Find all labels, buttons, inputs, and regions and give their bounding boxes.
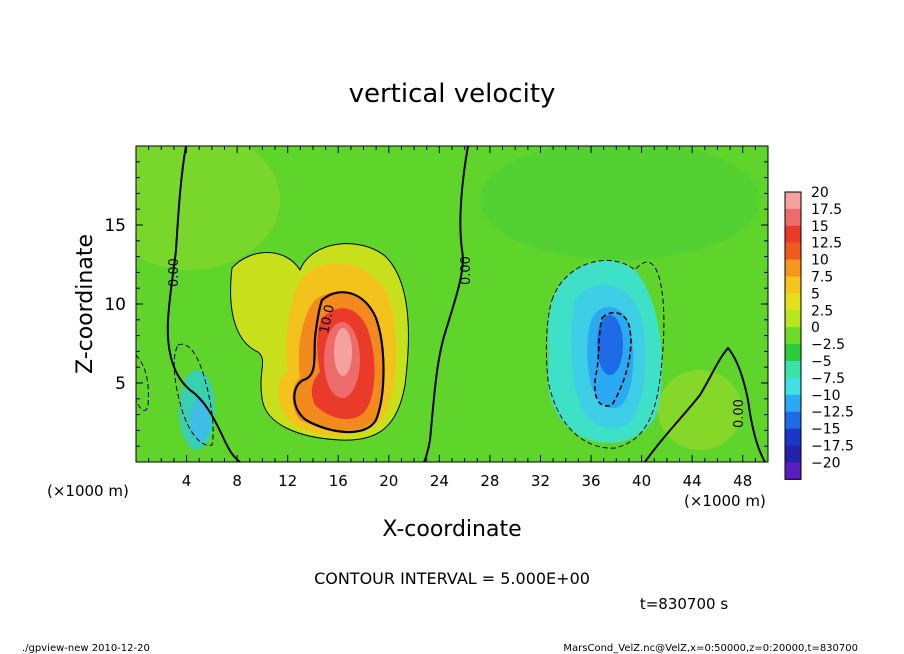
y-tick-label: 15 [104, 216, 126, 236]
x-tick-label: 48 [733, 472, 752, 490]
colorbar-swatch [785, 259, 801, 277]
field-shading-right-top [480, 146, 760, 260]
y-tick-labels: 5 10 15 [104, 216, 126, 394]
colorbar-label: −17.5 [811, 439, 854, 455]
footer-left: ./gpview-new 2010-12-20 [22, 643, 150, 654]
x-tick-label: 12 [278, 472, 297, 490]
zero-contour-right [644, 346, 766, 462]
contour-label-left: 0.00 [167, 258, 182, 287]
x-tick-label: 32 [531, 472, 550, 490]
colorbar-label: 2.5 [811, 303, 833, 319]
x-unit-right: (×1000 m) [684, 492, 766, 510]
x-tick-label: 40 [632, 472, 651, 490]
colorbar-label: 7.5 [811, 270, 833, 286]
colorbar-swatch [785, 394, 801, 413]
colorbar-label: −2.5 [811, 337, 845, 353]
y-tick-label: 5 [115, 374, 126, 394]
colorbar-swatch [785, 411, 801, 430]
colorbar-label: −20 [811, 455, 841, 471]
x-tick-label: 28 [480, 472, 499, 490]
colorbar-swatch [785, 361, 801, 379]
x-tick-label: 20 [379, 472, 398, 490]
field-shading-left-top [136, 146, 280, 270]
updraft-peak [334, 328, 352, 376]
downdraft-core [597, 315, 623, 375]
colorbar-label: 0 [811, 320, 820, 336]
contour-label-middle: 0.00 [459, 256, 474, 285]
colorbar-swatch [785, 310, 801, 328]
colorbar-swatch [785, 276, 801, 294]
weak-updraft-right [658, 370, 742, 450]
zero-contour-left [166, 146, 241, 462]
colorbar-swatch [785, 377, 801, 396]
colorbar-swatch [785, 208, 801, 227]
colorbar-label: −15 [811, 422, 841, 438]
colorbar-swatch [785, 293, 801, 311]
chart-title: vertical velocity [349, 79, 556, 109]
colorbar-swatch [785, 192, 801, 210]
colorbar-label: 12.5 [811, 236, 842, 252]
footer-right: MarsCond_VelZ.nc@VelZ,x=0:50000,z=0:2000… [563, 643, 858, 654]
x-tick-label: 36 [581, 472, 600, 490]
colorbar-label: 15 [811, 219, 829, 235]
x-tick-label: 4 [182, 472, 192, 490]
colorbar-frame [784, 191, 802, 480]
small-downdraft-contour [136, 354, 149, 411]
contour-label-right: 0.00 [732, 399, 747, 428]
five-contour [230, 243, 409, 441]
contour-interval-text: CONTOUR INTERVAL = 5.000E+00 [314, 569, 590, 588]
colorbar-swatch [785, 344, 801, 362]
x-axis-label: X-coordinate [382, 517, 521, 542]
weak-downdraft-contour [173, 343, 214, 446]
colorbar-label: −7.5 [811, 371, 845, 387]
downdraft-contour-5 [545, 260, 665, 449]
axis-ticks [136, 146, 768, 462]
x-tick-label: 8 [232, 472, 242, 490]
colorbar: 2017.51512.5107.552.50−2.5−5−7.5−10−12.5… [784, 185, 854, 480]
x-unit-left: (×1000 m) [47, 482, 129, 500]
ten-contour [293, 291, 385, 434]
x-tick-labels: 4 8 12 16 20 24 28 32 36 40 44 48 [182, 472, 752, 490]
x-tick-label: 24 [430, 472, 449, 490]
colorbar-label: 20 [811, 185, 829, 201]
colorbar-swatch [785, 462, 801, 480]
colorbar-swatch [785, 445, 801, 463]
colorbar-label: −5 [811, 354, 832, 370]
time-text: t=830700 s [640, 595, 728, 613]
colorbar-label: −10 [811, 388, 841, 404]
colorbar-label: 17.5 [811, 202, 842, 218]
colorbar-swatch [785, 327, 801, 345]
zero-contour-middle [423, 146, 469, 462]
colorbar-swatch [785, 428, 801, 446]
y-tick-label: 10 [104, 295, 126, 315]
colorbar-swatch [785, 242, 801, 261]
y-axis-label: Z-coordinate [73, 234, 98, 374]
downdraft-contour-10 [594, 311, 632, 407]
contour-label-ten: 10.0 [317, 303, 338, 334]
colorbar-label: 10 [811, 253, 829, 269]
colorbar-label: 5 [811, 286, 820, 302]
colorbar-swatch [785, 225, 801, 244]
x-tick-label: 16 [329, 472, 348, 490]
plot-area: 0.00 0.00 10.0 0.00 [136, 146, 768, 462]
weak-downdraft-left-core [190, 398, 210, 442]
colorbar-label: −12.5 [811, 405, 854, 421]
x-tick-label: 44 [683, 472, 702, 490]
